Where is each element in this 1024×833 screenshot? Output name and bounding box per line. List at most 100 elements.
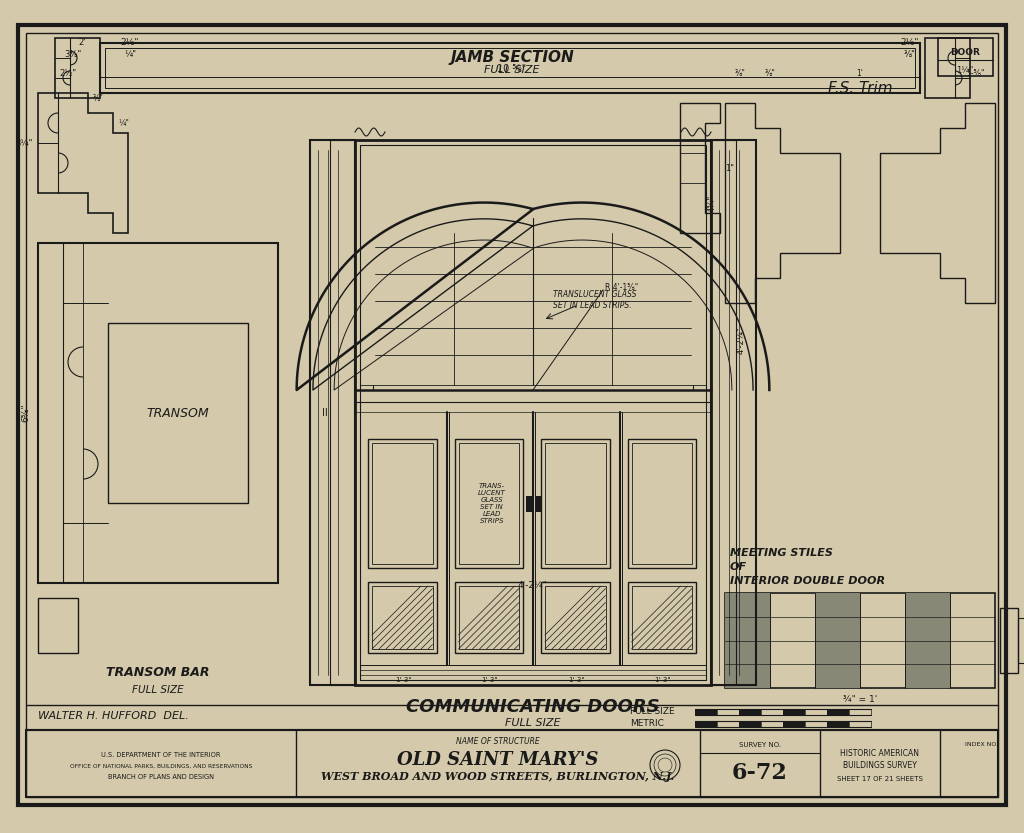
Text: TRANSOM BAR: TRANSOM BAR <box>106 666 210 680</box>
Text: SURVEY NO.: SURVEY NO. <box>739 742 781 748</box>
Bar <box>761 721 783 727</box>
Text: 1'-3": 1'-3" <box>568 677 585 683</box>
Text: 4¾": 4¾" <box>708 194 717 212</box>
Bar <box>368 582 436 653</box>
Text: INTERIOR DOUBLE DOOR: INTERIOR DOUBLE DOOR <box>730 576 885 586</box>
Bar <box>711 140 736 685</box>
Bar <box>938 38 993 76</box>
Text: U.S. DEPARTMENT OF THE INTERIOR: U.S. DEPARTMENT OF THE INTERIOR <box>101 752 221 758</box>
Bar <box>368 439 436 568</box>
Text: 2': 2' <box>78 37 86 47</box>
Bar <box>360 145 706 680</box>
Bar <box>330 140 355 685</box>
Bar <box>100 43 920 93</box>
Text: OLD SAINT MARY'S: OLD SAINT MARY'S <box>397 751 599 769</box>
Text: MEETING STILES: MEETING STILES <box>730 548 833 558</box>
Bar <box>108 323 248 503</box>
Bar <box>526 496 532 511</box>
Text: ⅜": ⅜" <box>904 49 915 58</box>
Text: WALTER H. HUFFORD  DEL.: WALTER H. HUFFORD DEL. <box>38 711 188 721</box>
Text: BRANCH OF PLANS AND DESIGN: BRANCH OF PLANS AND DESIGN <box>108 774 214 780</box>
Bar <box>632 443 692 564</box>
Bar <box>459 586 519 649</box>
Bar <box>545 443 605 564</box>
Text: 1-⅝": 1-⅝" <box>966 68 984 77</box>
Text: ¼": ¼" <box>118 118 129 127</box>
Bar <box>355 140 711 685</box>
Text: 3¼": 3¼" <box>15 138 33 147</box>
Text: 2½": 2½" <box>121 37 139 47</box>
Bar <box>739 709 761 715</box>
Text: 1'-3": 1'-3" <box>395 677 412 683</box>
Bar <box>925 38 970 98</box>
Text: COMMUNICATING DOORS: COMMUNICATING DOORS <box>407 698 659 716</box>
Text: 1'-3": 1'-3" <box>481 677 498 683</box>
Text: II: II <box>323 407 328 417</box>
Text: 10 ⅝": 10 ⅝" <box>498 64 526 74</box>
Bar <box>38 243 278 583</box>
Text: WEST BROAD AND WOOD STREETS, BURLINGTON, N.J.: WEST BROAD AND WOOD STREETS, BURLINGTON,… <box>322 771 675 782</box>
Text: 1'-3": 1'-3" <box>654 677 671 683</box>
Bar <box>725 593 995 688</box>
Text: ¼": ¼" <box>124 49 136 58</box>
Text: 3⅜": 3⅜" <box>65 49 82 58</box>
Bar <box>783 721 805 727</box>
Bar <box>541 439 609 568</box>
Text: INDEX NO.: INDEX NO. <box>966 742 998 747</box>
Bar <box>717 709 739 715</box>
Text: JAMB SECTION: JAMB SECTION <box>451 49 573 64</box>
Text: R 4'-1⅝": R 4'-1⅝" <box>605 282 638 292</box>
Bar <box>372 586 432 649</box>
Bar <box>827 709 849 715</box>
Text: FULL SIZE: FULL SIZE <box>484 65 540 75</box>
Text: SHEET 17 OF 21 SHEETS: SHEET 17 OF 21 SHEETS <box>837 776 923 782</box>
Bar <box>1000 608 1018 673</box>
Text: FULL SIZE: FULL SIZE <box>132 685 184 695</box>
Text: TRANSOM: TRANSOM <box>146 407 209 420</box>
Text: 2½": 2½" <box>59 69 77 78</box>
Text: DOOR: DOOR <box>950 47 980 57</box>
Text: 6⅝": 6⅝" <box>22 404 30 422</box>
Bar <box>805 721 827 727</box>
Text: ⅜": ⅜" <box>734 68 745 77</box>
Bar <box>849 709 871 715</box>
Bar <box>455 439 523 568</box>
Text: TRANS-
LUCENT
GLASS
SET IN
LEAD
STRIPS: TRANS- LUCENT GLASS SET IN LEAD STRIPS <box>478 483 506 524</box>
Bar <box>783 709 805 715</box>
Bar <box>26 730 998 797</box>
Bar <box>628 582 696 653</box>
Text: 4'-2¼": 4'-2¼" <box>518 581 548 590</box>
Bar <box>717 721 739 727</box>
Bar <box>459 443 519 564</box>
Text: 1¼": 1¼" <box>956 66 974 74</box>
Bar <box>372 443 432 564</box>
Text: 4'-2¼": 4'-2¼" <box>736 327 745 354</box>
Bar <box>628 439 696 568</box>
Bar <box>632 586 692 649</box>
Text: TRANSLUCENT GLASS
SET IN LEAD STRIPS.: TRANSLUCENT GLASS SET IN LEAD STRIPS. <box>553 290 637 310</box>
Bar <box>761 709 783 715</box>
Text: ⅜": ⅜" <box>765 68 775 77</box>
Text: ¾" = 1': ¾" = 1' <box>843 696 878 705</box>
Bar <box>545 586 605 649</box>
Text: BUILDINGS SURVEY: BUILDINGS SURVEY <box>843 761 916 770</box>
Bar <box>536 496 542 511</box>
Text: HISTORIC AMERICAN: HISTORIC AMERICAN <box>841 750 920 759</box>
Text: F.S. Trim: F.S. Trim <box>827 81 892 96</box>
Text: OFFICE OF NATIONAL PARKS, BUILDINGS, AND RESERVATIONS: OFFICE OF NATIONAL PARKS, BUILDINGS, AND… <box>70 764 252 769</box>
Bar <box>455 582 523 653</box>
Bar <box>905 593 950 688</box>
Bar <box>827 721 849 727</box>
Bar <box>805 709 827 715</box>
Text: OF: OF <box>730 562 748 572</box>
Text: FULL SIZE: FULL SIZE <box>630 706 675 716</box>
Bar <box>105 48 915 88</box>
Bar <box>1018 618 1024 663</box>
Text: ⅜": ⅜" <box>92 94 103 103</box>
Bar <box>55 38 100 98</box>
Text: 2½": 2½" <box>901 37 920 47</box>
Bar <box>739 721 761 727</box>
Bar <box>849 721 871 727</box>
Text: 6-72: 6-72 <box>732 762 787 784</box>
Bar <box>815 593 860 688</box>
